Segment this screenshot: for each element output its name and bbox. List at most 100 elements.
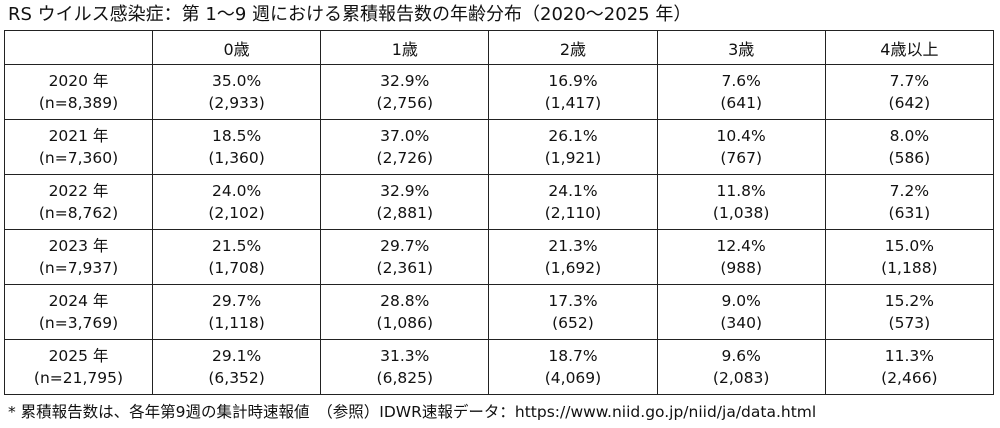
table-cell: 18.7% (4,069)	[488, 339, 658, 395]
percentage-value: 31.3%	[380, 347, 430, 365]
count-value: (641)	[720, 94, 762, 112]
table-title: RS ウイルス感染症：第 1～9 週における累積報告数の年齢分布（2020～20…	[8, 4, 692, 25]
percentage-value: 16.9%	[548, 72, 598, 90]
percentage-value: 24.1%	[548, 182, 598, 200]
percentage-value: 9.0%	[721, 292, 761, 310]
table-cell: 9.0% (340)	[656, 284, 826, 340]
table-cell: 32.9% (2,881)	[320, 174, 490, 230]
percentage-value: 11.8%	[716, 182, 766, 200]
count-value: (1,417)	[544, 94, 602, 112]
count-value: (340)	[720, 314, 762, 332]
table-cell: 15.0% (1,188)	[824, 229, 995, 285]
count-value: (2,756)	[376, 94, 434, 112]
percentage-value: 8.0%	[889, 127, 930, 145]
percentage-value: 32.9%	[380, 72, 430, 90]
count-value: (4,069)	[544, 369, 602, 387]
count-value: (6,825)	[376, 369, 434, 387]
count-value: (6,352)	[208, 369, 265, 387]
row-header-year: 2021 年 (n=7,360)	[4, 119, 153, 175]
count-value: (2,881)	[376, 204, 434, 222]
percentage-value: 9.6%	[721, 347, 761, 365]
percentage-value: 29.1%	[211, 347, 262, 365]
count-value: (2,083)	[712, 369, 770, 387]
table-cell: 7.6% (641)	[656, 64, 826, 120]
percentage-value: 21.3%	[548, 237, 598, 255]
percentage-value: 7.6%	[721, 72, 761, 90]
percentage-value: 7.7%	[889, 72, 930, 90]
table-row: 2021 年 (n=7,360) 18.5% (1,360) 37.0% (2,726) 2…	[4, 119, 995, 175]
percentage-value: 24.0%	[211, 182, 262, 200]
table-cell: 29.7% (1,118)	[151, 284, 322, 340]
table-cell: 35.0% (2,933)	[151, 64, 322, 120]
percentage-value: 11.3%	[884, 347, 934, 365]
count-value: (1,692)	[544, 259, 602, 277]
year-label: 2025 年	[48, 347, 109, 365]
header-age-2: 2歳	[488, 30, 658, 65]
count-value: (586)	[888, 149, 931, 167]
count-value: (2,110)	[544, 204, 602, 222]
sample-size-label: (n=8,389)	[38, 94, 119, 112]
percentage-value: 15.2%	[884, 292, 934, 310]
table-cell: 8.0% (586)	[824, 119, 995, 175]
count-value: (1,708)	[208, 259, 265, 277]
sample-size-label: (n=21,795)	[33, 369, 124, 387]
percentage-value: 35.0%	[211, 72, 262, 90]
table-body: 2020 年 (n=8,389) 35.0% (2,933) 32.9% (2,756) 1…	[4, 64, 995, 395]
percentage-value: 18.7%	[548, 347, 598, 365]
percentage-value: 7.2%	[889, 182, 930, 200]
table-cell: 26.1% (1,921)	[488, 119, 658, 175]
percentage-value: 29.7%	[380, 237, 430, 255]
percentage-value: 29.7%	[211, 292, 262, 310]
count-value: (1,038)	[712, 204, 770, 222]
table-cell: 15.2% (573)	[824, 284, 995, 340]
count-value: (2,466)	[881, 369, 938, 387]
header-age-4plus: 4歳以上	[824, 30, 995, 65]
count-value: (2,102)	[208, 204, 265, 222]
table-cell: 18.5% (1,360)	[151, 119, 322, 175]
table-cell: 7.2% (631)	[824, 174, 995, 230]
table-cell: 10.4% (767)	[656, 119, 826, 175]
sample-size-label: (n=7,360)	[38, 149, 119, 167]
header-row: 0歳 1歳 2歳 3歳 4歳以上	[4, 30, 995, 65]
table-cell: 24.0% (2,102)	[151, 174, 322, 230]
year-label: 2023 年	[48, 237, 109, 255]
year-label: 2024 年	[48, 292, 109, 310]
count-value: (631)	[888, 204, 931, 222]
table-cell: 11.3% (2,466)	[824, 339, 995, 395]
year-label: 2022 年	[48, 182, 109, 200]
table-row: 2023 年 (n=7,937) 21.5% (1,708) 29.7% (2,361) 2…	[4, 229, 995, 285]
count-value: (1,118)	[208, 314, 265, 332]
table-cell: 29.1% (6,352)	[151, 339, 322, 395]
sample-size-label: (n=8,762)	[38, 204, 119, 222]
count-value: (2,726)	[376, 149, 434, 167]
row-header-year: 2020 年 (n=8,389)	[4, 64, 153, 120]
sample-size-label: (n=3,769)	[38, 314, 119, 332]
percentage-value: 21.5%	[211, 237, 262, 255]
percentage-value: 28.8%	[380, 292, 430, 310]
table-cell: 21.5% (1,708)	[151, 229, 322, 285]
count-value: (1,188)	[881, 259, 938, 277]
sample-size-label: (n=7,937)	[38, 259, 119, 277]
count-value: (767)	[720, 149, 762, 167]
year-label: 2020 年	[48, 72, 109, 90]
table-cell: 16.9% (1,417)	[488, 64, 658, 120]
percentage-value: 10.4%	[716, 127, 766, 145]
count-value: (1,086)	[376, 314, 434, 332]
row-header-year: 2025 年 (n=21,795)	[4, 339, 153, 395]
table-row: 2020 年 (n=8,389) 35.0% (2,933) 32.9% (2,756) 1…	[4, 64, 995, 120]
row-header-year: 2022 年 (n=8,762)	[4, 174, 153, 230]
header-age-1: 1歳	[320, 30, 490, 65]
table-row: 2022 年 (n=8,762) 24.0% (2,102) 32.9% (2,881) 2…	[4, 174, 995, 230]
header-corner	[4, 30, 153, 65]
count-value: (2,933)	[208, 94, 265, 112]
table-cell: 21.3% (1,692)	[488, 229, 658, 285]
row-header-year: 2023 年 (n=7,937)	[4, 229, 153, 285]
header-age-0: 0歳	[151, 30, 322, 65]
percentage-value: 17.3%	[548, 292, 598, 310]
percentage-value: 15.0%	[884, 237, 934, 255]
percentage-value: 18.5%	[211, 127, 262, 145]
table-cell: 28.8% (1,086)	[320, 284, 490, 340]
footnote: * 累積報告数は、各年第9週の集計時速報値 （参照）IDWR速報データ：http…	[8, 403, 817, 421]
table-cell: 24.1% (2,110)	[488, 174, 658, 230]
